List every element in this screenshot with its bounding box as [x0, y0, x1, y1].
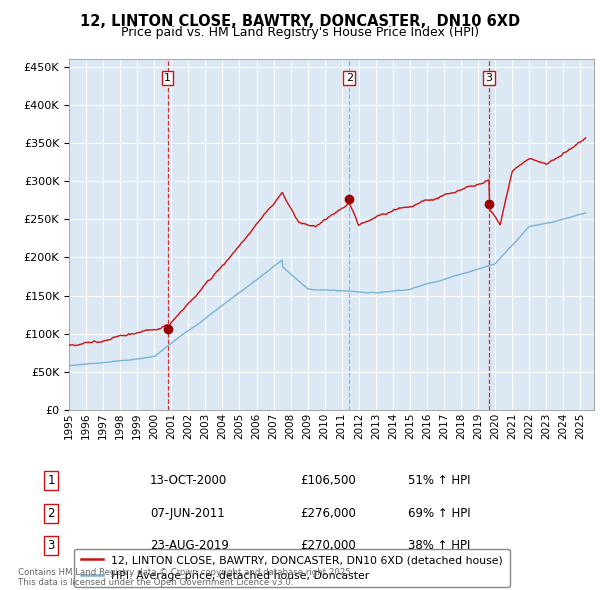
- Text: 51% ↑ HPI: 51% ↑ HPI: [408, 474, 470, 487]
- Text: 12, LINTON CLOSE, BAWTRY, DONCASTER,  DN10 6XD: 12, LINTON CLOSE, BAWTRY, DONCASTER, DN1…: [80, 14, 520, 30]
- Text: £276,000: £276,000: [300, 507, 356, 520]
- Text: £106,500: £106,500: [300, 474, 356, 487]
- Text: 07-JUN-2011: 07-JUN-2011: [150, 507, 225, 520]
- Text: Contains HM Land Registry data © Crown copyright and database right 2025.
This d: Contains HM Land Registry data © Crown c…: [18, 568, 353, 587]
- Text: 38% ↑ HPI: 38% ↑ HPI: [408, 539, 470, 552]
- Text: 1: 1: [164, 73, 171, 83]
- Legend: 12, LINTON CLOSE, BAWTRY, DONCASTER, DN10 6XD (detached house), HPI: Average pri: 12, LINTON CLOSE, BAWTRY, DONCASTER, DN1…: [74, 549, 509, 587]
- Text: 3: 3: [485, 73, 493, 83]
- Text: 1: 1: [47, 474, 55, 487]
- Text: 23-AUG-2019: 23-AUG-2019: [150, 539, 229, 552]
- Text: 2: 2: [346, 73, 353, 83]
- Text: 2: 2: [47, 507, 55, 520]
- Text: 3: 3: [47, 539, 55, 552]
- Text: £270,000: £270,000: [300, 539, 356, 552]
- Text: 13-OCT-2000: 13-OCT-2000: [150, 474, 227, 487]
- Text: Price paid vs. HM Land Registry's House Price Index (HPI): Price paid vs. HM Land Registry's House …: [121, 26, 479, 39]
- Text: 69% ↑ HPI: 69% ↑ HPI: [408, 507, 470, 520]
